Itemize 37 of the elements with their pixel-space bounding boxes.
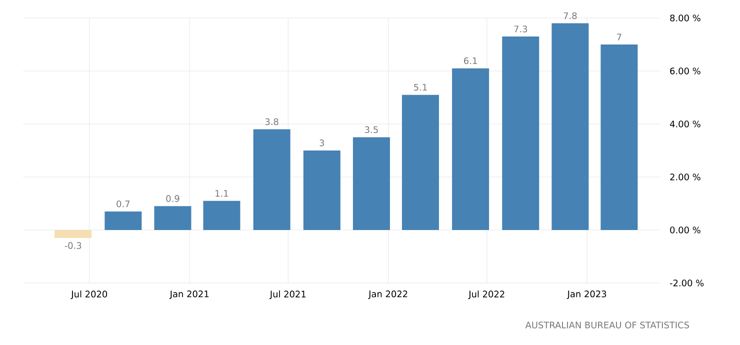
y-tick-label: 8.00 % [670, 14, 700, 22]
x-tick-label: Jan 2023 [566, 290, 606, 299]
bar [54, 230, 92, 238]
bar [402, 94, 439, 230]
y-tick-label: -2.00 % [670, 280, 704, 286]
bar [552, 23, 589, 230]
y-tick-label: 0.00 % [670, 226, 700, 234]
data-label: 7 [617, 34, 622, 40]
x-tick-label: Jul 2021 [269, 290, 306, 300]
x-tick-label: Jan 2022 [368, 290, 408, 299]
data-label: 3.5 [365, 126, 378, 134]
data-label: 3 [320, 140, 324, 146]
data-label: 5.1 [414, 84, 427, 91]
x-tick-label: Jul 2020 [70, 290, 108, 300]
data-label: 1.1 [216, 190, 228, 197]
bar [253, 129, 290, 230]
data-label: 6.1 [464, 57, 477, 64]
data-label: 3.8 [265, 118, 278, 126]
y-tick-label: 4.00 % [670, 120, 700, 128]
bar [303, 150, 340, 230]
bar [452, 68, 490, 230]
y-tick-label: 6.00 % [670, 68, 700, 74]
bar [502, 36, 540, 230]
data-label: 0.7 [116, 200, 130, 208]
bar [104, 211, 142, 230]
bar [352, 137, 390, 230]
bar [203, 200, 240, 230]
x-tick-label: Jan 2021 [169, 290, 209, 299]
data-label: -0.3 [64, 242, 82, 249]
data-label: 7.3 [514, 26, 528, 32]
y-tick-label: 2.00 % [670, 174, 700, 180]
data-label: 0.9 [166, 195, 180, 202]
x-tick-label: Jul 2022 [468, 290, 504, 300]
data-label: 7.8 [564, 12, 577, 20]
bar [600, 44, 638, 230]
text: AUSTRALIAN BUREAU OF STATISTICS [525, 322, 689, 328]
bar [154, 206, 192, 230]
